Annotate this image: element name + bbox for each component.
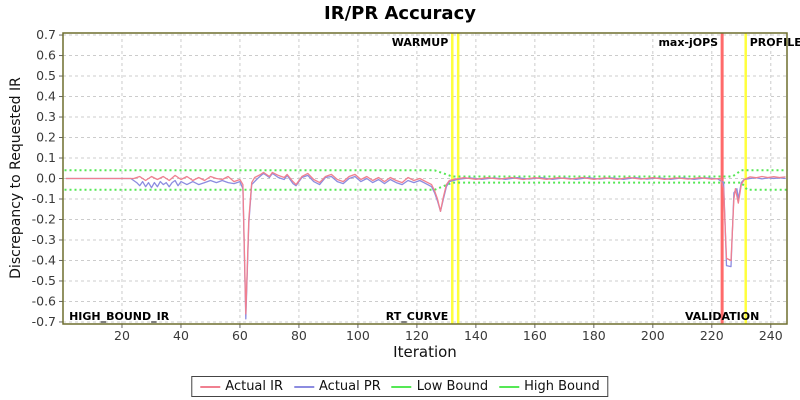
y-tick-label: 0.6 (36, 48, 56, 63)
chart-title: IR/PR Accuracy (324, 3, 476, 24)
y-tick-label: -0.6 (32, 293, 56, 308)
y-tick-label: 0.0 (36, 171, 56, 186)
x-tick-label: 80 (291, 328, 307, 343)
y-tick-label: 0.7 (36, 27, 56, 42)
y-tick-label: 0.3 (36, 109, 56, 124)
annotation-rt-curve: RT_CURVE (386, 310, 448, 323)
legend-swatch-low-bound (391, 385, 412, 388)
series-line-high-bound (64, 169, 787, 178)
y-tick-label: 0.1 (36, 150, 56, 165)
annotation-profile: PROFILE (750, 36, 800, 49)
y-tick-label: -0.2 (32, 211, 56, 226)
legend: Actual IR Actual PR Low Bound High Bound (191, 376, 609, 397)
x-tick-label: 120 (405, 328, 429, 343)
annotation-max-jops: max-jOPS (658, 36, 718, 49)
x-tick-label: 200 (641, 328, 665, 343)
y-tick-label: -0.1 (32, 191, 56, 206)
legend-swatch-high-bound (499, 385, 520, 388)
annotation-warmup: WARMUP (392, 36, 449, 49)
x-tick-label: 20 (114, 328, 130, 343)
legend-swatch-actual-pr (294, 385, 315, 388)
x-tick-label: 180 (582, 328, 606, 343)
y-tick-label: 0.4 (36, 89, 56, 104)
x-axis-title: Iteration (393, 343, 457, 361)
legend-item-high-bound: High Bound (499, 379, 600, 394)
legend-item-low-bound: Low Bound (391, 379, 489, 394)
x-tick-label: 40 (173, 328, 189, 343)
annotation-high-bound-ir: HIGH_BOUND_IR (69, 310, 170, 323)
x-tick-label: 60 (232, 328, 248, 343)
x-tick-label: 240 (759, 328, 783, 343)
legend-label-actual-ir: Actual IR (225, 379, 284, 394)
legend-label-actual-pr: Actual PR (319, 379, 381, 394)
legend-item-actual-pr: Actual PR (294, 379, 381, 394)
y-tick-label: 0.5 (36, 68, 56, 83)
x-tick-label: 100 (346, 328, 370, 343)
legend-label-high-bound: High Bound (524, 379, 600, 394)
plot-border (62, 32, 788, 325)
series-line-actual-ir (65, 171, 786, 315)
y-tick-label: -0.7 (32, 314, 56, 329)
y-tick-label: -0.3 (32, 232, 56, 247)
x-tick-label: 160 (523, 328, 547, 343)
legend-swatch-actual-ir (200, 385, 221, 388)
legend-item-actual-ir: Actual IR (200, 379, 283, 394)
x-tick-label: 140 (464, 328, 488, 343)
series-line-actual-pr (65, 172, 786, 320)
x-tick-label: 220 (700, 328, 724, 343)
annotation-validation: VALIDATION (685, 310, 759, 323)
y-tick-label: -0.5 (32, 273, 56, 288)
y-tick-label: -0.4 (32, 252, 56, 267)
y-tick-label: 0.2 (36, 130, 56, 145)
legend-label-low-bound: Low Bound (416, 379, 489, 394)
